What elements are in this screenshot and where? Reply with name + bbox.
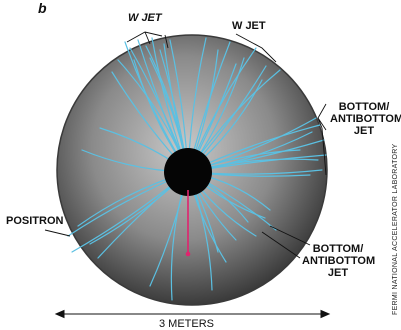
collision-core: [164, 148, 212, 196]
scale-arrow: [54, 309, 331, 319]
w-jet-label-left: W JET: [128, 12, 162, 24]
panel-letter: b: [38, 0, 47, 16]
bottom-jet-label-lower: BOTTOM/ ANTIBOTTOM JET: [302, 243, 376, 279]
bottom-jet-upper-leader: [317, 103, 327, 176]
w-jet-right-leader: [235, 33, 277, 63]
image-credit: FERMI NATIONAL ACCELERATOR LABORATORY: [392, 143, 399, 316]
bottom-jet-label-upper: BOTTOM/ ANTIBOTTOM JET: [330, 101, 401, 137]
positron-label: POSITRON: [6, 215, 64, 227]
positron-marker: [185, 190, 191, 257]
scale-label: 3 METERS: [159, 318, 215, 330]
w-jet-label-right: W JET: [232, 20, 266, 32]
label-leaders: [44, 31, 327, 259]
positron-leader: [44, 229, 71, 237]
w-jet-left-leader: [126, 31, 169, 49]
bottom-jet-lower-leader: [261, 225, 311, 259]
